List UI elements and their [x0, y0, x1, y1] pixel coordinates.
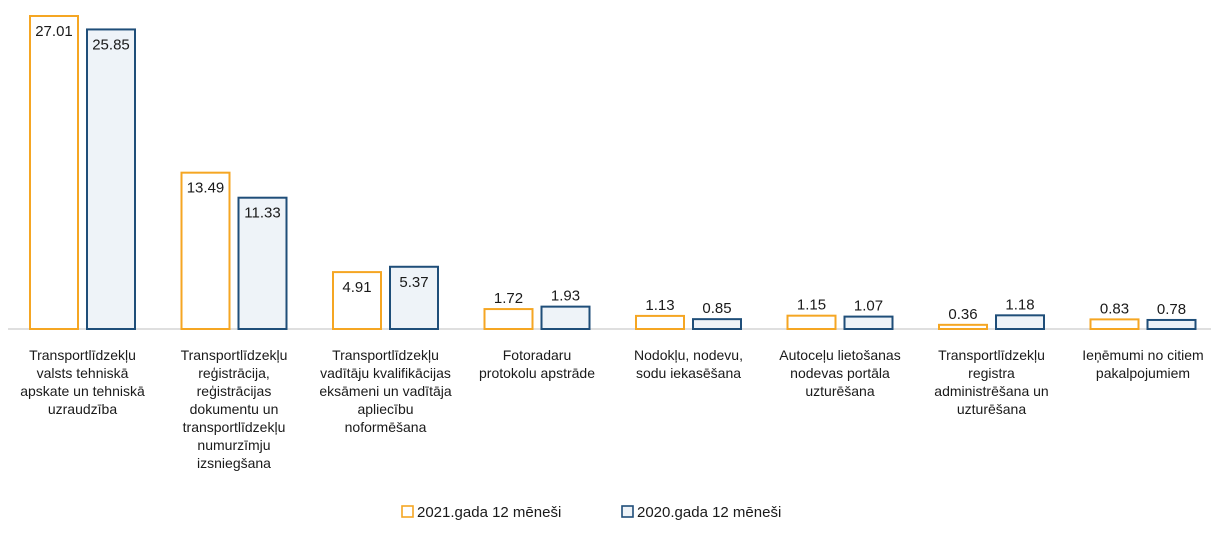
category-label-line: dokumentu un [190, 401, 279, 417]
data-label-s1-c0: 25.85 [92, 36, 130, 53]
data-label-s0-c4: 1.13 [645, 297, 674, 314]
category-label-line: valsts tehniskā [37, 365, 129, 381]
data-label-s1-c1: 11.33 [244, 205, 280, 222]
bar-s1-c4 [692, 318, 742, 330]
category-label-3: Fotoradaru protokolu apstrāde [479, 347, 595, 381]
bar-s1-c0 [86, 28, 136, 330]
category-label-line: administrēšana un [934, 383, 1048, 399]
category-label-line: apskate un tehniskā [20, 383, 145, 399]
category-label-line: apliecību [357, 401, 413, 417]
data-label-s0-c2: 4.91 [342, 279, 371, 296]
data-label-s0-c3: 1.72 [494, 290, 523, 307]
category-label-4: Nodokļu, nodevu, sodu iekasēšana [634, 347, 743, 381]
category-label-line: protokolu apstrāde [479, 365, 595, 381]
category-label-2: Transportlīdzekļu vadītāju kvalifikācijas… [319, 347, 452, 435]
bar-s1-c6 [995, 314, 1045, 330]
data-label-s1-c3: 1.93 [551, 288, 580, 305]
data-label-s1-c2: 5.37 [399, 274, 428, 291]
data-label-s1-c4: 0.85 [702, 300, 731, 317]
legend-label-1: 2020.gada 12 mēneši [637, 504, 781, 521]
category-label-line: pakalpojumiem [1096, 365, 1190, 381]
category-label-line: Fotoradaru [503, 347, 571, 363]
bar-s1-c3 [540, 305, 591, 331]
category-label-line: Autoceļu lietošanas [779, 347, 900, 363]
category-label-line: Transportlīdzekļu [181, 347, 288, 363]
category-label-line: vadītāju kvalifikācijas [320, 365, 451, 381]
category-label-5: Autoceļu lietošanas nodevas portāla uzturē… [779, 347, 900, 399]
category-label-line: Ieņēmumi no citiem [1082, 347, 1203, 363]
data-label-s1-c6: 1.18 [1005, 296, 1034, 313]
category-label-line: uzturēšana [957, 401, 1026, 417]
category-label-line: Transportlīdzekļu [29, 347, 136, 363]
category-label-1: Transportlīdzekļu reģistrācija, reģistrāci… [181, 347, 288, 471]
category-label-line: transportlīdzekļu [183, 419, 286, 435]
category-label-line: reģistrācijas [197, 383, 272, 399]
category-label-line: registra [968, 365, 1015, 381]
data-label-s0-c1: 13.49 [187, 180, 225, 197]
legend-label-0: 2021.gada 12 mēneši [417, 504, 561, 521]
legend-swatch-1 [621, 505, 634, 518]
data-label-s0-c6: 0.36 [948, 306, 977, 323]
bar-s0-c1 [180, 171, 231, 330]
category-label-6: Transportlīdzekļu registra administrēšana … [934, 347, 1048, 417]
category-label-line: noformēšana [345, 419, 427, 435]
data-label-s0-c0: 27.01 [35, 23, 73, 40]
category-label-7: Ieņēmumi no citiem pakalpojumiem [1082, 347, 1203, 381]
data-label-s0-c7: 0.83 [1100, 300, 1129, 317]
category-label-line: uzraudzība [48, 401, 117, 417]
data-label-s1-c5: 1.07 [854, 298, 883, 315]
bar-s1-c2 [389, 265, 439, 330]
category-label-line: sodu iekasēšana [636, 365, 741, 381]
bar-s1-c1 [237, 196, 288, 330]
category-label-0: Transportlīdzekļu valsts tehniskā apskate … [20, 347, 145, 417]
category-label-line: Nodokļu, nodevu, [634, 347, 743, 363]
category-label-line: eksāmeni un vadītāja [319, 383, 452, 399]
category-label-line: reģistrācija, [198, 365, 270, 381]
bar-s0-c6 [938, 323, 988, 331]
category-label-line: numurzīmju [197, 437, 270, 453]
legend-swatch-0 [401, 505, 414, 518]
bar-s0-c4 [635, 314, 685, 330]
bar-s0-c0 [29, 15, 79, 330]
category-label-line: uzturēšana [805, 383, 874, 399]
category-label-line: nodevas portāla [790, 365, 890, 381]
bar-s0-c5 [786, 314, 837, 331]
category-label-line: Transportlīdzekļu [332, 347, 439, 363]
bar-s1-c5 [843, 315, 894, 331]
bar-s0-c2 [332, 271, 382, 330]
bar-s0-c3 [483, 308, 534, 330]
category-label-line: Transportlīdzekļu [938, 347, 1045, 363]
category-label-line: izsniegšana [197, 455, 271, 471]
bar-s1-c7 [1146, 318, 1197, 330]
data-label-s1-c7: 0.78 [1157, 301, 1186, 318]
bar-s0-c7 [1089, 318, 1140, 331]
data-label-s0-c5: 1.15 [797, 297, 826, 314]
